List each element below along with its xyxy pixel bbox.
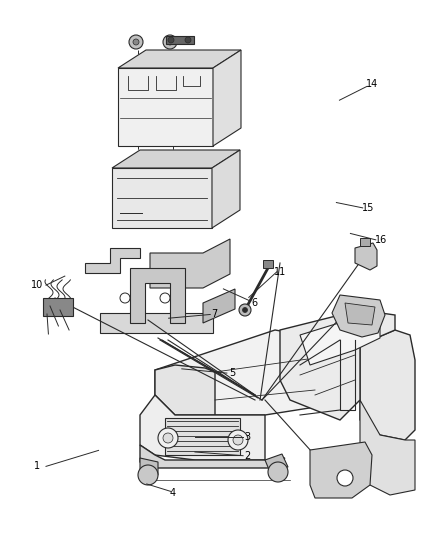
Circle shape xyxy=(120,293,130,303)
Circle shape xyxy=(243,308,247,312)
Text: 5: 5 xyxy=(229,368,235,378)
Polygon shape xyxy=(212,150,240,228)
Text: 3: 3 xyxy=(244,432,251,442)
Circle shape xyxy=(185,37,191,43)
Polygon shape xyxy=(118,68,213,146)
Text: 6: 6 xyxy=(251,298,257,308)
Polygon shape xyxy=(300,318,380,365)
Polygon shape xyxy=(280,310,395,420)
Circle shape xyxy=(268,462,288,482)
Text: 14: 14 xyxy=(366,79,378,89)
Text: 15: 15 xyxy=(362,203,374,213)
Polygon shape xyxy=(213,50,241,146)
Text: 2: 2 xyxy=(244,451,251,461)
Text: 4: 4 xyxy=(170,488,176,498)
Text: 16: 16 xyxy=(375,235,387,245)
Text: 1: 1 xyxy=(34,462,40,471)
Polygon shape xyxy=(130,268,185,323)
Polygon shape xyxy=(265,454,288,472)
Polygon shape xyxy=(118,50,241,68)
Polygon shape xyxy=(355,243,377,270)
Circle shape xyxy=(160,293,170,303)
Circle shape xyxy=(138,465,158,485)
Circle shape xyxy=(163,433,173,443)
Polygon shape xyxy=(100,313,213,333)
Polygon shape xyxy=(310,442,372,498)
Polygon shape xyxy=(360,330,415,440)
Circle shape xyxy=(228,430,248,450)
Polygon shape xyxy=(165,418,240,455)
Polygon shape xyxy=(155,330,360,415)
Polygon shape xyxy=(203,289,235,323)
Polygon shape xyxy=(140,458,158,475)
Polygon shape xyxy=(112,168,212,228)
Polygon shape xyxy=(140,445,285,468)
Polygon shape xyxy=(85,248,140,273)
Circle shape xyxy=(163,35,177,49)
Text: 10: 10 xyxy=(31,280,43,290)
Polygon shape xyxy=(140,395,265,460)
Polygon shape xyxy=(263,260,273,268)
Polygon shape xyxy=(155,365,215,415)
Text: 11: 11 xyxy=(274,267,286,277)
Circle shape xyxy=(233,435,243,445)
Circle shape xyxy=(133,39,139,45)
Polygon shape xyxy=(332,295,385,337)
Polygon shape xyxy=(150,239,230,288)
Polygon shape xyxy=(112,150,240,168)
Polygon shape xyxy=(166,36,194,44)
Circle shape xyxy=(168,37,174,43)
Polygon shape xyxy=(360,238,370,246)
Polygon shape xyxy=(345,303,375,325)
Polygon shape xyxy=(360,400,415,495)
Circle shape xyxy=(129,35,143,49)
Circle shape xyxy=(239,304,251,316)
Circle shape xyxy=(167,39,173,45)
Circle shape xyxy=(337,470,353,486)
Circle shape xyxy=(158,428,178,448)
Text: 7: 7 xyxy=(212,310,218,319)
Polygon shape xyxy=(43,298,73,316)
